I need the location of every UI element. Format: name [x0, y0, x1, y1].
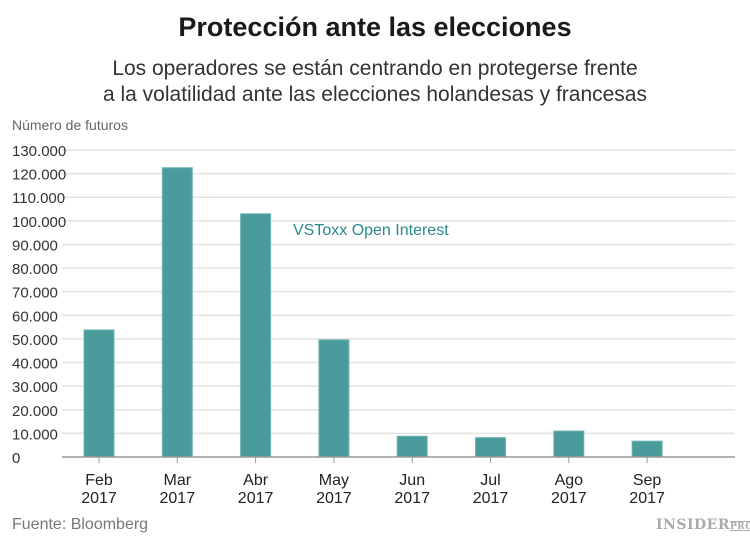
y-tick-label: 70.000: [12, 285, 58, 302]
y-tick-label: 110.000: [12, 190, 65, 207]
bar: [83, 329, 115, 458]
bar: [318, 339, 350, 458]
chart-subtitle: Los operadores se están centrando en pro…: [0, 56, 750, 108]
series-label: VSToxx Open Interest: [293, 222, 449, 239]
y-tick-label: 30.000: [12, 379, 58, 396]
subtitle-line: Los operadores se están centrando en pro…: [112, 57, 638, 80]
x-tick-label: Jun: [399, 472, 425, 489]
chart-title: Protección ante las elecciones: [178, 12, 572, 42]
x-tick-label: 2017: [394, 490, 430, 507]
insider-pro-logo: INSIDERPRO: [656, 517, 750, 533]
x-tick-label: 2017: [81, 490, 117, 507]
x-tick-label: 2017: [160, 490, 196, 507]
x-tick-label: Sep: [633, 472, 662, 489]
x-tick-label: Jul: [480, 472, 500, 489]
x-tick-label: 2017: [473, 490, 509, 507]
y-tick-label: 10.000: [12, 426, 58, 443]
bar: [240, 213, 272, 458]
x-tick-label: Mar: [164, 472, 192, 489]
y-tick-label: 130.000: [12, 143, 66, 160]
bar: [161, 167, 193, 458]
source-note: Fuente: Bloomberg: [12, 516, 149, 533]
y-tick-label: 20.000: [12, 403, 58, 420]
y-tick-label: 0: [12, 450, 20, 467]
bar: [475, 437, 506, 458]
x-tick-label: Abr: [243, 472, 269, 489]
bar: [631, 440, 663, 458]
bar: [396, 435, 428, 458]
x-tick-label: 2017: [551, 490, 587, 507]
x-tick-label: May: [319, 472, 349, 489]
x-tick-label: Ago: [555, 472, 584, 489]
bar: [553, 430, 585, 458]
y-tick-label: 40.000: [12, 356, 58, 373]
y-tick-label: 50.000: [12, 332, 58, 349]
y-tick-label: 90.000: [12, 237, 58, 254]
x-tick-label: 2017: [238, 490, 274, 507]
x-tick-label: Feb: [85, 472, 113, 489]
y-tick-label: 80.000: [12, 261, 58, 278]
y-tick-label: 120.000: [12, 167, 66, 184]
y-axis-label: Número de futuros: [12, 117, 128, 133]
y-tick-label: 100.000: [12, 214, 66, 231]
subtitle-line: a la volatilidad ante las elecciones hol…: [102, 83, 647, 106]
x-tick-label: 2017: [629, 490, 665, 507]
x-tick-label: 2017: [316, 490, 352, 507]
y-tick-label: 60.000: [12, 308, 58, 325]
